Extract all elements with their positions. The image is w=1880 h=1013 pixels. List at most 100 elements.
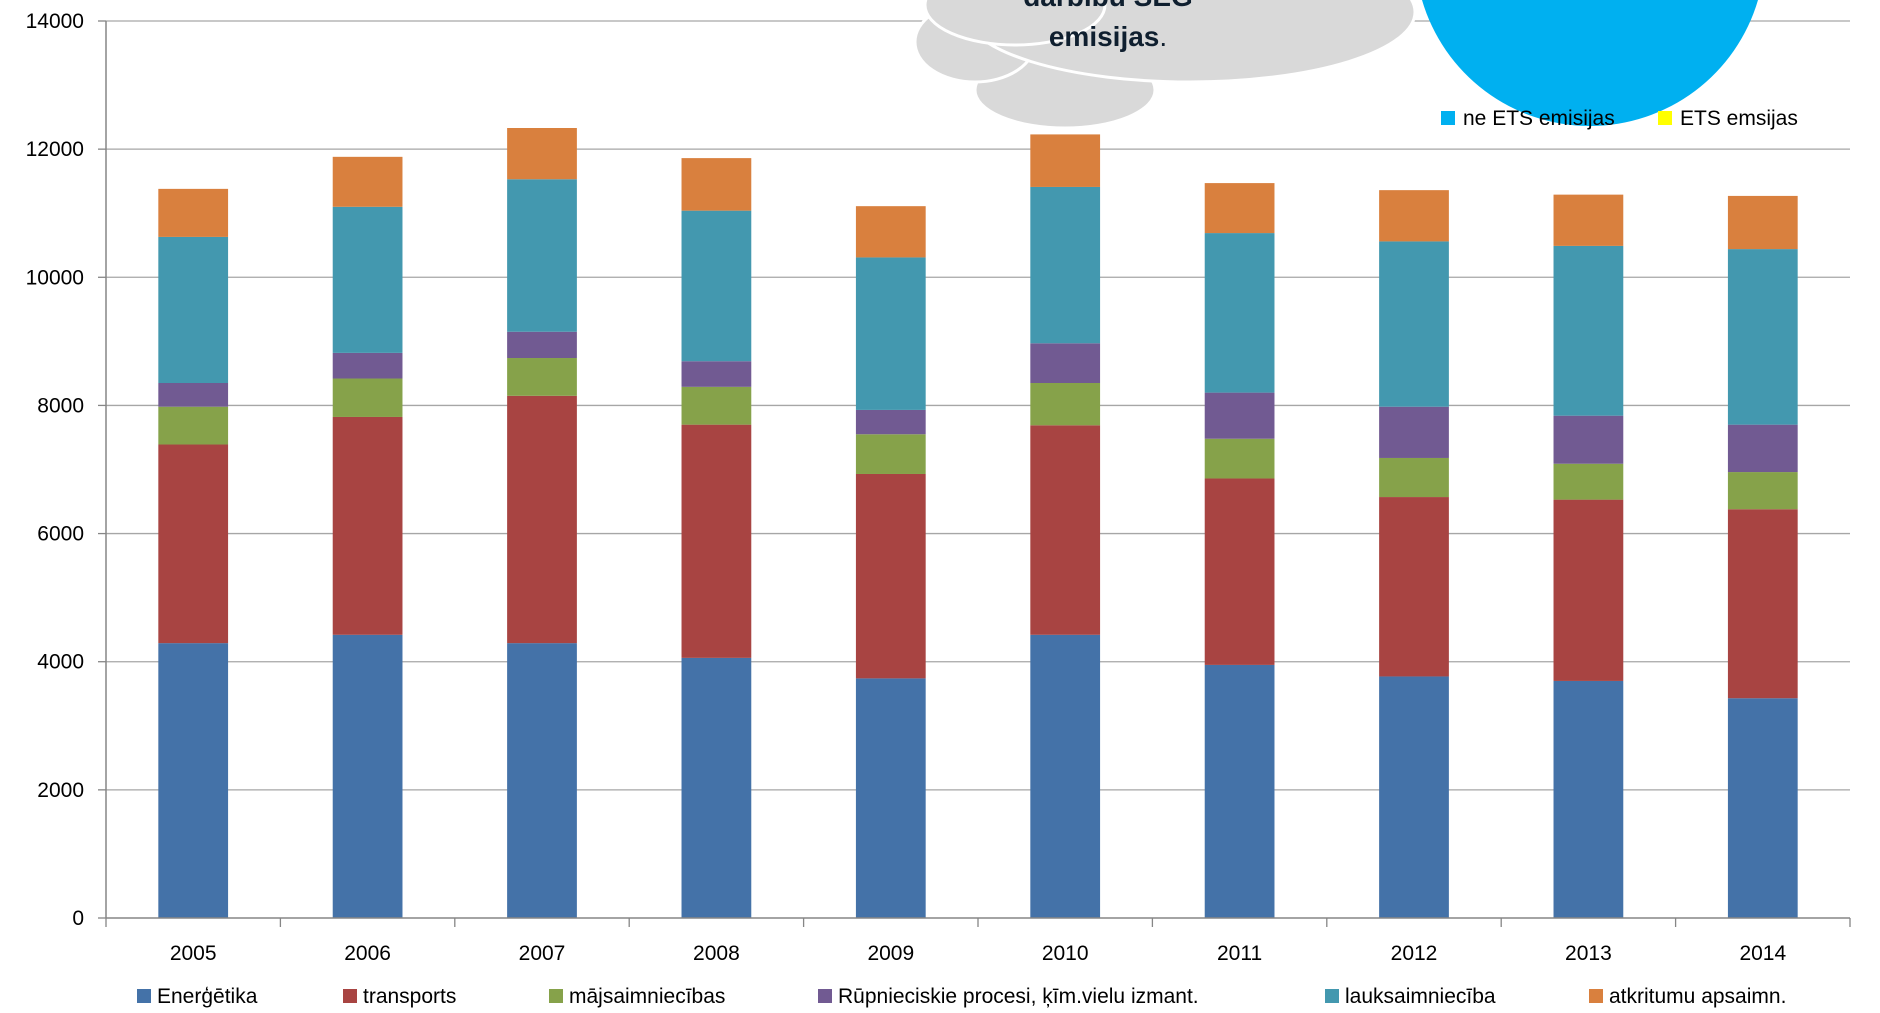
bar-segment-atkritumi <box>1728 196 1798 249</box>
legend-swatch-ne-ets <box>1441 111 1455 125</box>
legend-label-transports: transports <box>363 985 456 1008</box>
bar-segment-rupnieciskie <box>1379 407 1449 458</box>
legend-swatch-rupnieciskie <box>818 989 832 1003</box>
bar-segment-transports <box>1554 500 1624 681</box>
bar-segment-lauksaimnieciba <box>1379 241 1449 406</box>
bar-segment-majsaimniecibas <box>333 379 403 417</box>
callout-line-2-suffix: . <box>1159 21 1167 52</box>
bar-segment-transports <box>1030 425 1100 635</box>
bar-segment-atkritumi <box>333 157 403 207</box>
bar-segment-energetika <box>1728 698 1798 918</box>
bar-segment-majsaimniecibas <box>507 358 577 396</box>
x-tick-label: 2014 <box>1739 942 1786 965</box>
bar-segment-energetika <box>856 678 926 918</box>
callout-cloud: darbību SEG emisijas. <box>915 0 1415 128</box>
bar-segment-atkritumi <box>1205 183 1275 233</box>
legend-swatch-lauksaimnieciba <box>1325 989 1339 1003</box>
bar-segment-atkritumi <box>1379 190 1449 241</box>
bar-segment-lauksaimnieciba <box>1728 249 1798 425</box>
x-tick-label: 2005 <box>170 942 217 965</box>
bar-segment-majsaimniecibas <box>1554 464 1624 500</box>
bar-segment-atkritumi <box>856 206 926 257</box>
bar-segment-transports <box>158 445 228 644</box>
callout-line-2-wrap: emisijas. <box>1049 21 1167 52</box>
bar-segment-majsaimniecibas <box>1205 439 1275 479</box>
x-tick-label: 2012 <box>1391 942 1438 965</box>
bar-segment-majsaimniecibas <box>158 407 228 445</box>
bars <box>158 128 1797 918</box>
bar-segment-rupnieciskie <box>158 383 228 407</box>
legend-swatch-ets <box>1658 111 1672 125</box>
bar-segment-energetika <box>333 635 403 918</box>
legend-label-ne-ets: ne ETS emisijas <box>1463 107 1615 130</box>
bar-segment-transports <box>682 425 752 658</box>
bar-segment-energetika <box>1554 681 1624 918</box>
bar-segment-atkritumi <box>507 128 577 179</box>
bar-segment-atkritumi <box>682 158 752 211</box>
bar-segment-energetika <box>507 643 577 918</box>
bar-segment-transports <box>333 417 403 635</box>
bar-segment-lauksaimnieciba <box>1205 233 1275 393</box>
bar-segment-majsaimniecibas <box>682 387 752 425</box>
callout-line-1: darbību SEG <box>1023 0 1193 12</box>
bar-segment-rupnieciskie <box>1728 425 1798 472</box>
legend-label-majsaimniecibas: mājsaimniecības <box>569 985 725 1008</box>
legend-swatch-atkritumi <box>1589 989 1603 1003</box>
y-tick-label: 4000 <box>37 651 84 674</box>
bar-segment-energetika <box>682 658 752 918</box>
bar-segment-energetika <box>1205 665 1275 918</box>
bar-segment-transports <box>1379 497 1449 676</box>
y-tick-label: 2000 <box>37 779 84 802</box>
bar-segment-lauksaimnieciba <box>158 237 228 383</box>
y-tick-label: 14000 <box>26 10 84 33</box>
bar-segment-energetika <box>1379 676 1449 918</box>
legend-swatch-energetika <box>137 989 151 1003</box>
legend-swatch-majsaimniecibas <box>549 989 563 1003</box>
bar-segment-rupnieciskie <box>1030 343 1100 383</box>
legend-label-lauksaimnieciba: lauksaimniecība <box>1345 985 1496 1008</box>
bar-segment-rupnieciskie <box>1554 416 1624 464</box>
x-tick-label: 2013 <box>1565 942 1612 965</box>
x-tick-label: 2007 <box>519 942 566 965</box>
bar-segment-majsaimniecibas <box>1379 458 1449 497</box>
bar-segment-lauksaimnieciba <box>507 179 577 331</box>
bar-segment-rupnieciskie <box>507 332 577 358</box>
bar-segment-majsaimniecibas <box>1030 383 1100 425</box>
y-tick-label: 10000 <box>26 266 84 289</box>
bar-segment-transports <box>1205 478 1275 664</box>
bar-segment-transports <box>507 396 577 643</box>
bar-segment-majsaimniecibas <box>856 434 926 474</box>
y-tick-label: 6000 <box>37 523 84 546</box>
bar-segment-rupnieciskie <box>856 410 926 434</box>
x-tick-label: 2008 <box>693 942 740 965</box>
callout-line-2: emisijas <box>1049 21 1160 52</box>
bar-segment-atkritumi <box>1554 195 1624 246</box>
bar-segment-atkritumi <box>158 189 228 237</box>
bar-segment-lauksaimnieciba <box>1554 246 1624 416</box>
bottom-legend: Enerģētika transports mājsaimniecības Rūpni… <box>137 985 1786 1008</box>
legend-label-atkritumi: atkritumu apsaimn. <box>1609 985 1786 1008</box>
x-tick-label: 2011 <box>1217 942 1262 965</box>
y-axis-ticks: 0 2000 4000 6000 8000 10000 12000 14000 <box>26 10 106 930</box>
bar-segment-atkritumi <box>1030 134 1100 187</box>
bar-segment-majsaimniecibas <box>1728 472 1798 509</box>
bar-segment-transports <box>856 474 926 678</box>
bar-segment-lauksaimnieciba <box>682 211 752 362</box>
bar-segment-rupnieciskie <box>333 353 403 379</box>
x-tick-label: 2010 <box>1042 942 1089 965</box>
bar-segment-lauksaimnieciba <box>333 207 403 353</box>
y-tick-label: 0 <box>72 907 84 930</box>
x-tick-label: 2006 <box>344 942 391 965</box>
bar-segment-lauksaimnieciba <box>856 257 926 409</box>
y-tick-label: 12000 <box>26 138 84 161</box>
bar-segment-rupnieciskie <box>1205 393 1275 439</box>
bar-segment-rupnieciskie <box>682 361 752 387</box>
y-tick-label: 8000 <box>37 394 84 417</box>
legend-swatch-transports <box>343 989 357 1003</box>
bar-segment-energetika <box>1030 635 1100 918</box>
legend-label-rupnieciskie: Rūpnieciskie procesi, ķīm.vielu izmant. <box>838 985 1199 1008</box>
x-axis-ticks: 2005 2006 2007 2008 2009 2010 2011 2012 2013 2014 <box>106 918 1850 965</box>
x-tick-label: 2009 <box>867 942 914 965</box>
